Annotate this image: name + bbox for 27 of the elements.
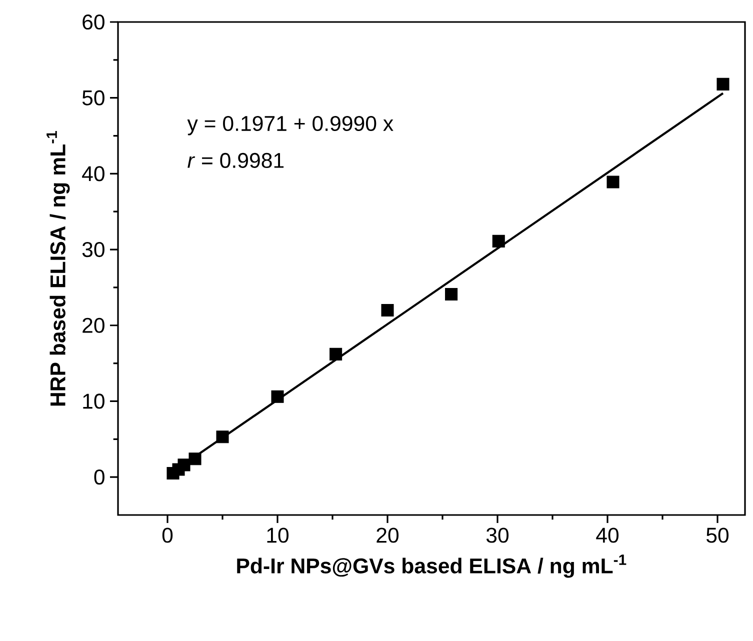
x-axis-title: Pd-Ir NPs@GVs based ELISA / ng mL$^{-1}$ <box>237 554 626 578</box>
y-axis-title: HRP based ELISA / ng mL$^{-1}$ <box>46 131 70 406</box>
x-tick-label: 10 <box>267 528 289 543</box>
point <box>216 430 229 444</box>
point <box>716 78 730 90</box>
x-tick-label: 30 <box>486 528 509 543</box>
y-tick-label: 20 <box>82 318 104 333</box>
point <box>178 458 190 472</box>
y-tick-label: 60 <box>82 14 104 30</box>
point <box>492 234 505 248</box>
y-tick-label: 10 <box>83 394 104 409</box>
point <box>330 348 342 360</box>
y-tick-label: 50 <box>82 90 104 106</box>
annotation: y = 0.1971 + 0.9990 x <box>187 116 394 136</box>
annotation: r = 0.9981 <box>188 152 284 168</box>
x-tick-label: 40 <box>596 528 619 543</box>
y-tick-label: 30 <box>82 242 104 258</box>
x-tick-label: 20 <box>376 528 399 543</box>
point <box>188 452 202 466</box>
point <box>445 288 458 301</box>
point <box>381 304 394 316</box>
y-tick-label: 40 <box>82 166 104 182</box>
x-tick-label: 0 <box>162 528 173 543</box>
x-tick-label: 50 <box>706 528 729 543</box>
point <box>271 390 284 403</box>
y-tick-label: 0 <box>94 470 104 485</box>
point <box>606 176 620 188</box>
